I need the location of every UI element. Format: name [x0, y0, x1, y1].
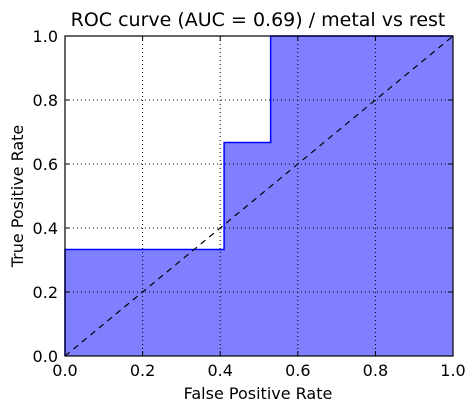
plot-area: 0.0 0.2 0.4 0.6 0.8 1.0 0.0 0.2 0.4 0.6 0.8 1.0 — [33, 27, 466, 380]
x-tick-label: 0.4 — [207, 361, 232, 380]
y-tick-label: 0.6 — [33, 155, 58, 174]
chart-title: ROC curve (AUC = 0.69) / metal vs rest — [71, 9, 446, 31]
chance-diagonal-line — [64, 35, 454, 357]
x-axis-label: False Positive Rate — [184, 384, 333, 403]
y-tick-label: 0.0 — [33, 347, 58, 366]
y-axis-label: True Positive Rate — [8, 125, 27, 269]
plot-frame — [64, 35, 454, 357]
x-tick-label: 1.0 — [440, 361, 465, 380]
y-tick-label: 0.8 — [33, 91, 58, 110]
x-tick-label: 0.2 — [130, 361, 155, 380]
y-tick-label: 1.0 — [33, 27, 58, 46]
x-tick-label: 0.6 — [285, 361, 310, 380]
y-tick-label: 0.2 — [33, 283, 58, 302]
y-tick-label: 0.4 — [33, 219, 58, 238]
x-tick-label: 0.0 — [52, 361, 77, 380]
x-tick-label: 0.8 — [363, 361, 388, 380]
